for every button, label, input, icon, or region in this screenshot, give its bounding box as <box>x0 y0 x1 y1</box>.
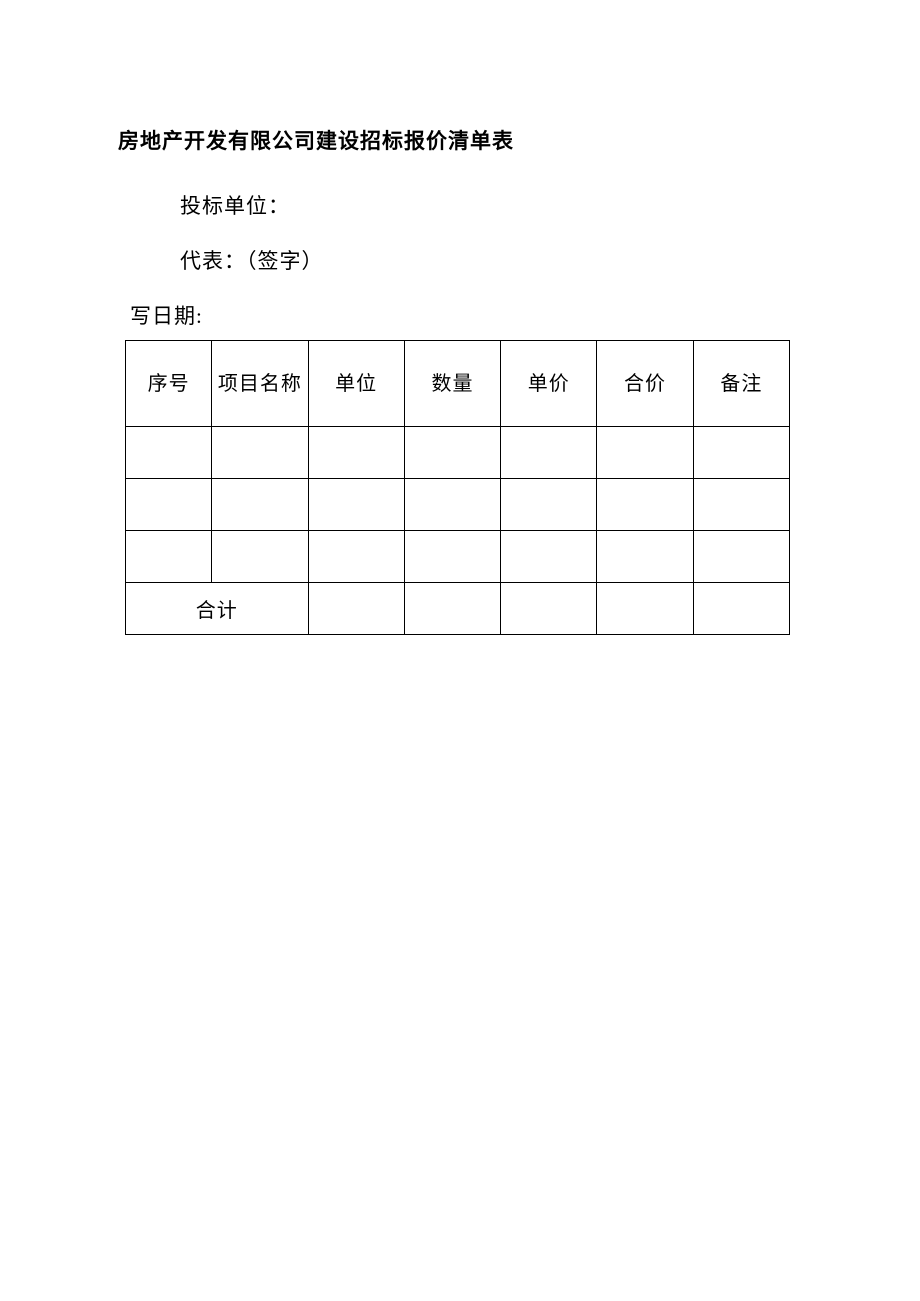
date-line: 写日期: <box>130 300 920 330</box>
cell-price <box>501 427 597 479</box>
header-unit: 单位 <box>308 341 404 427</box>
footer-row: 合计 <box>126 583 790 635</box>
bidder-line: 投标单位： <box>180 190 920 220</box>
cell-name <box>212 427 308 479</box>
footer-price <box>501 583 597 635</box>
representative-line: 代表：（签字） <box>180 245 920 275</box>
footer-note <box>693 583 789 635</box>
cell-unit <box>308 531 404 583</box>
cell-qty <box>404 427 500 479</box>
table-row <box>126 531 790 583</box>
cell-name <box>212 531 308 583</box>
cell-seq <box>126 479 212 531</box>
footer-unit <box>308 583 404 635</box>
footer-total <box>597 583 693 635</box>
cell-note <box>693 531 789 583</box>
cell-name <box>212 479 308 531</box>
cell-seq <box>126 531 212 583</box>
header-total: 合价 <box>597 341 693 427</box>
cell-total <box>597 531 693 583</box>
cell-seq <box>126 427 212 479</box>
table-row <box>126 427 790 479</box>
cell-qty <box>404 531 500 583</box>
header-name: 项目名称 <box>212 341 308 427</box>
footer-label: 合计 <box>126 583 309 635</box>
header-price: 单价 <box>501 341 597 427</box>
cell-unit <box>308 427 404 479</box>
cell-total <box>597 479 693 531</box>
cell-note <box>693 479 789 531</box>
cell-note <box>693 427 789 479</box>
header-row: 序号 项目名称 单位 数量 单价 合价 备注 <box>126 341 790 427</box>
table-row <box>126 479 790 531</box>
quote-table: 序号 项目名称 单位 数量 单价 合价 备注 <box>125 340 790 635</box>
cell-unit <box>308 479 404 531</box>
footer-qty <box>404 583 500 635</box>
cell-price <box>501 479 597 531</box>
header-qty: 数量 <box>404 341 500 427</box>
cell-price <box>501 531 597 583</box>
page-title: 房地产开发有限公司建设招标报价清单表 <box>118 125 920 155</box>
header-seq: 序号 <box>126 341 212 427</box>
header-note: 备注 <box>693 341 789 427</box>
cell-qty <box>404 479 500 531</box>
cell-total <box>597 427 693 479</box>
